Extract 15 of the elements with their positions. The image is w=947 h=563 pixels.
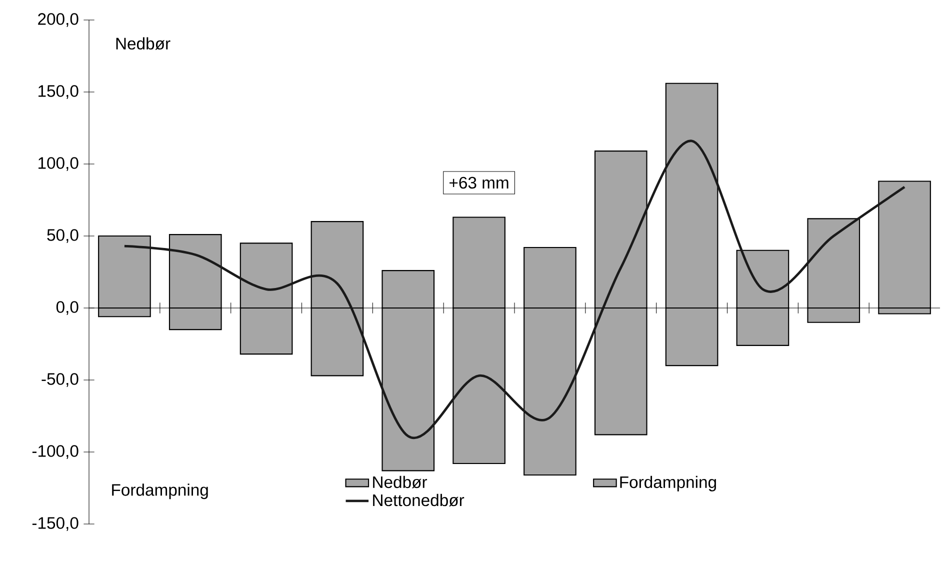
y-tick-label: 200,0 <box>38 13 78 27</box>
line-series <box>123 140 906 438</box>
y-tick-label: 50,0 <box>47 229 78 243</box>
annotation: Nedbør <box>116 37 170 50</box>
y-tick-label: 150,0 <box>38 85 78 99</box>
y-tick-label: -50,0 <box>42 373 78 387</box>
y-tick-label: -100,0 <box>32 445 78 459</box>
annotation: Fordampning <box>112 484 208 500</box>
y-tick-label: 0,0 <box>56 301 78 315</box>
legend-label: Nettonedbør <box>373 494 464 506</box>
legend-label: Nedbør <box>373 476 428 488</box>
y-tick-label: 100,0 <box>38 157 78 171</box>
legend-label: Fordampning <box>620 476 716 492</box>
annotation: +63 mm <box>450 176 508 189</box>
y-tick-label: -150,0 <box>32 517 78 531</box>
